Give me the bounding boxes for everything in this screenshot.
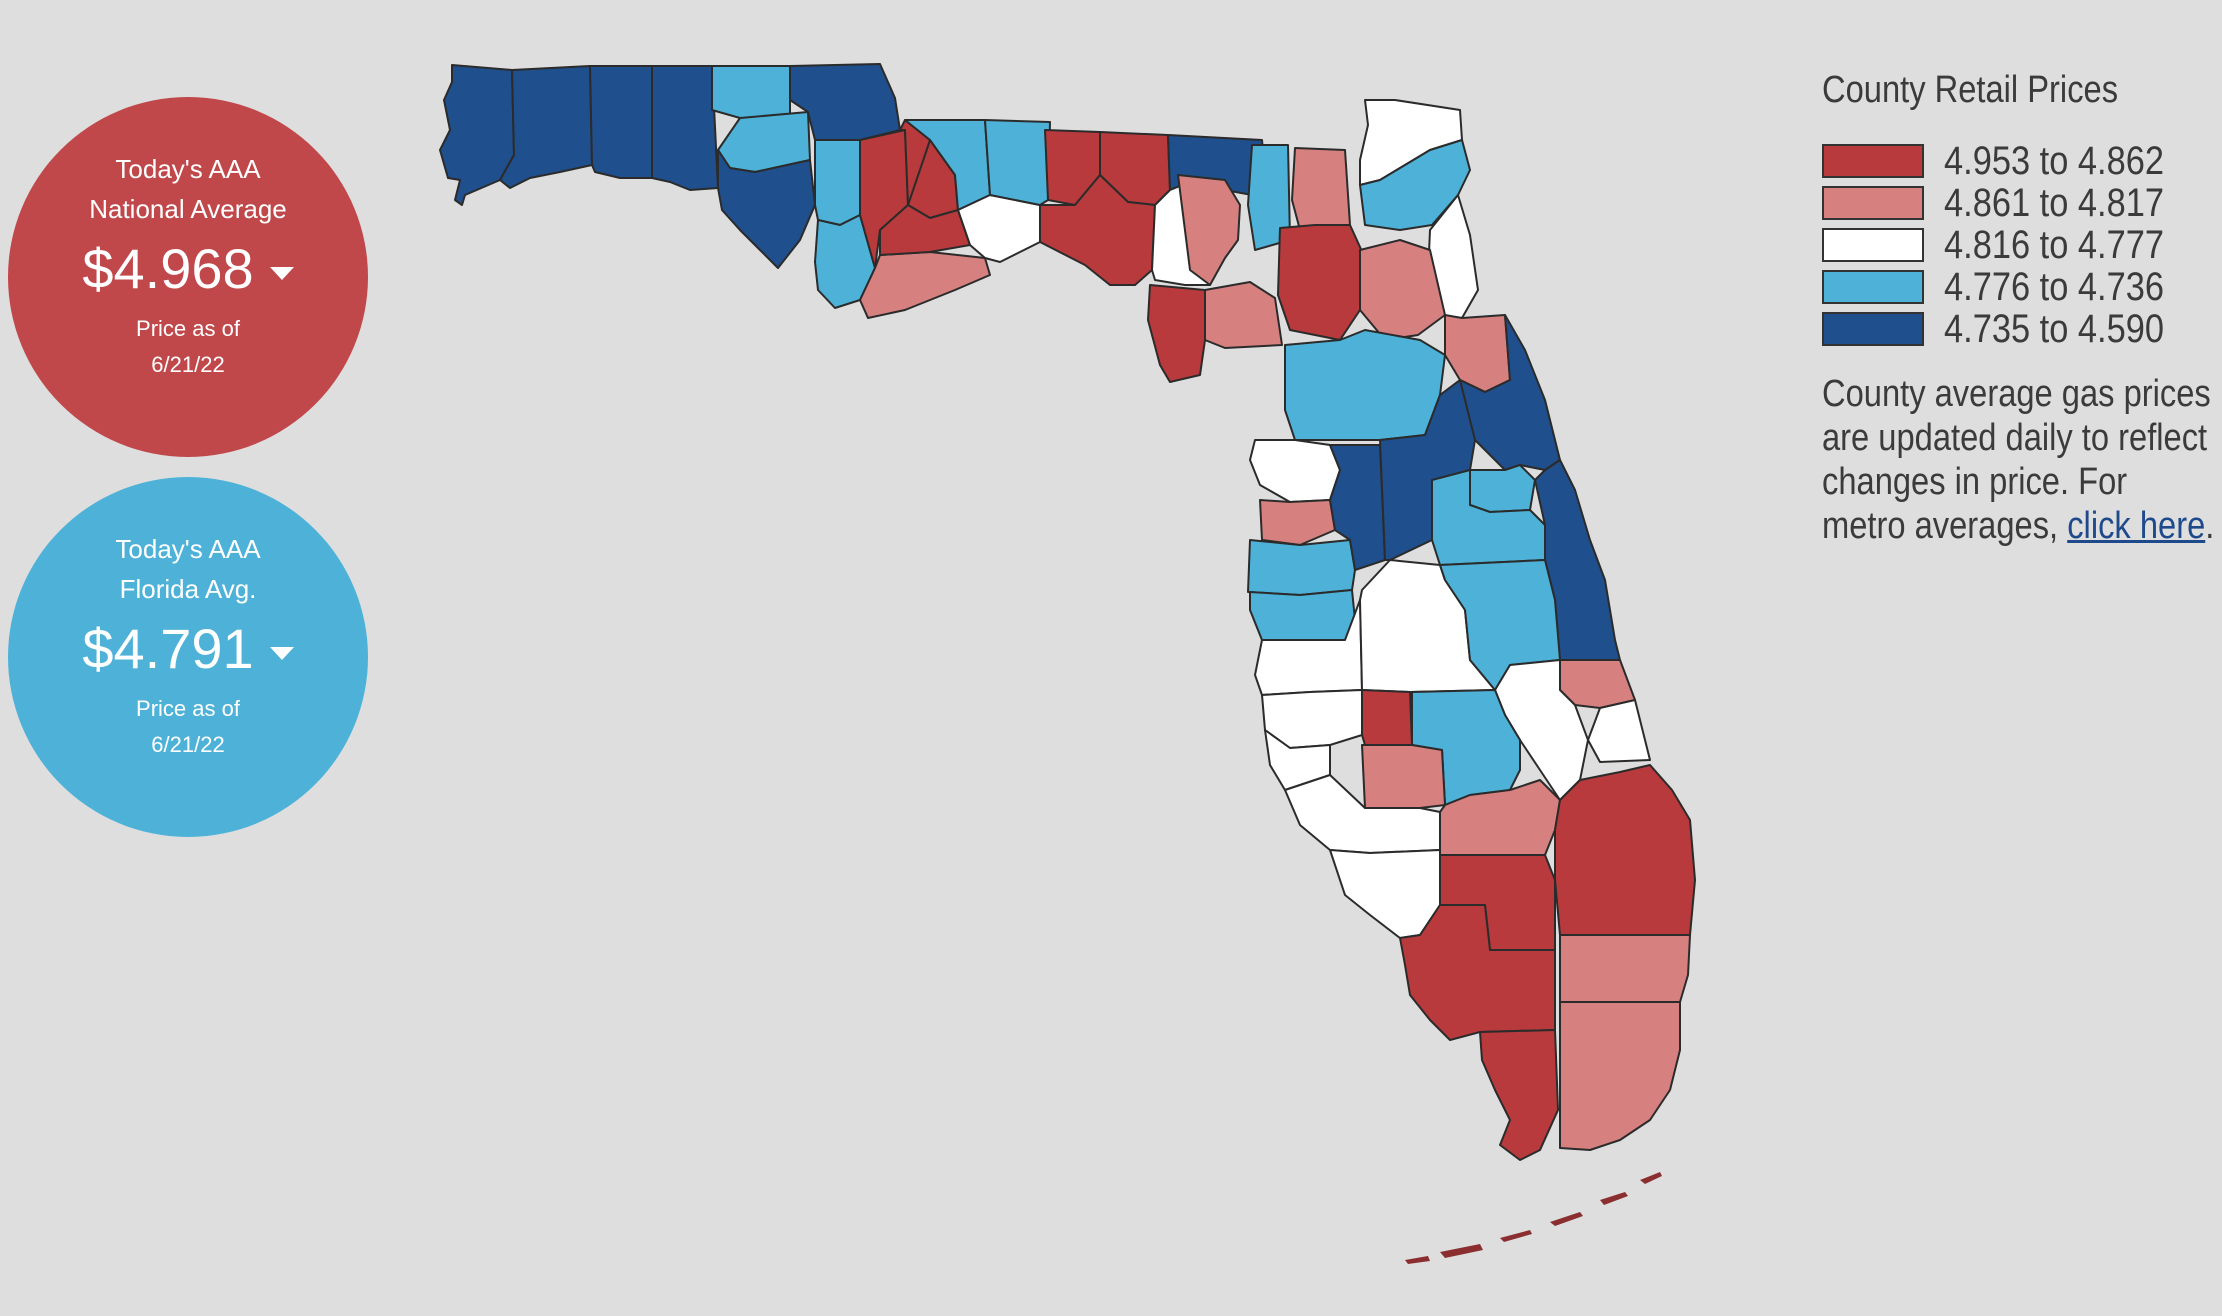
national-price[interactable]: $4.968: [8, 237, 368, 301]
legend-note: County average gas prices are updated da…: [1822, 372, 2218, 548]
county-bay[interactable]: [717, 149, 816, 269]
legend-note-text: County average gas prices are updated da…: [1822, 373, 2211, 547]
legend: County Retail Prices 4.953 to 4.862 4.86…: [1822, 68, 2214, 547]
county-seminole[interactable]: [1469, 464, 1536, 513]
county-volusia[interactable]: [1459, 314, 1561, 471]
county-walton[interactable]: [651, 65, 719, 191]
county-holmes[interactable]: [711, 65, 791, 119]
legend-range: 4.816 to 4.777: [1944, 223, 2164, 267]
county-flagler[interactable]: [1359, 239, 1446, 341]
county-bradford[interactable]: [1247, 144, 1291, 251]
legend-item: 4.735 to 4.590: [1822, 308, 2202, 350]
keys-5: [1440, 1244, 1483, 1258]
national-line1: Today's AAA: [115, 154, 261, 184]
legend-swatch: [1822, 312, 1924, 346]
legend-range: 4.953 to 4.862: [1944, 139, 2164, 183]
national-line2: National Average: [89, 194, 287, 224]
legend-title: County Retail Prices: [1822, 69, 2119, 111]
county-pasco[interactable]: [1247, 539, 1356, 596]
county-marion[interactable]: [1284, 329, 1446, 441]
national-asof-label: Price as of: [136, 316, 240, 341]
county-santa-rosa[interactable]: [499, 65, 593, 189]
legend-range: 4.735 to 4.590: [1944, 307, 2164, 351]
caret-down-icon[interactable]: [269, 646, 294, 660]
keys-4: [1500, 1230, 1532, 1242]
metro-averages-link[interactable]: click here: [2067, 505, 2206, 547]
legend-range: 4.776 to 4.736: [1944, 265, 2164, 309]
keys-3: [1550, 1212, 1583, 1226]
keys-2: [1600, 1192, 1628, 1205]
legend-note-end: .: [2205, 505, 2215, 547]
county-hernando[interactable]: [1259, 499, 1336, 546]
county-calhoun[interactable]: [814, 139, 861, 226]
county-taylor[interactable]: [957, 194, 1041, 263]
legend-swatch: [1822, 144, 1924, 178]
keys-6: [1405, 1256, 1430, 1264]
florida-price-value: $4.791: [82, 617, 254, 680]
county-lee[interactable]: [1329, 849, 1441, 939]
national-average-badge: Today's AAA National Average $4.968 Pric…: [8, 97, 368, 457]
county-okaloosa[interactable]: [589, 65, 653, 179]
legend-swatch: [1822, 228, 1924, 262]
legend-item: 4.816 to 4.777: [1822, 224, 2202, 266]
county-levy[interactable]: [1147, 284, 1211, 383]
florida-line1: Today's AAA: [115, 534, 261, 564]
county-desoto[interactable]: [1361, 744, 1446, 809]
florida-price[interactable]: $4.791: [8, 617, 368, 681]
florida-date: 6/21/22: [151, 732, 225, 757]
county-monroe-mainland[interactable]: [1479, 1029, 1559, 1161]
county-martin-palm-beach[interactable]: [1554, 764, 1696, 936]
florida-line2: Florida Avg.: [119, 574, 257, 604]
county-citrus[interactable]: [1249, 439, 1341, 503]
county-alachua[interactable]: [1177, 174, 1241, 286]
legend-item: 4.953 to 4.862: [1822, 140, 2202, 182]
county-marion-w[interactable]: [1204, 281, 1283, 349]
county-putnam[interactable]: [1277, 224, 1366, 341]
florida-asof-label: Price as of: [136, 696, 240, 721]
county-hardee[interactable]: [1361, 689, 1413, 746]
county-broward[interactable]: [1559, 934, 1691, 1003]
county-miami-dade[interactable]: [1559, 1001, 1681, 1151]
national-price-value: $4.968: [82, 237, 254, 300]
legend-swatch: [1822, 270, 1924, 304]
legend-item: 4.776 to 4.736: [1822, 266, 2202, 308]
county-pinellas[interactable]: [1249, 589, 1356, 641]
legend-swatch: [1822, 186, 1924, 220]
county-flagler-e[interactable]: [1444, 314, 1511, 393]
county-franklin[interactable]: [859, 251, 991, 319]
county-escambia[interactable]: [439, 64, 515, 206]
legend-range: 4.861 to 4.817: [1944, 181, 2164, 225]
county-orange[interactable]: [1431, 469, 1546, 566]
national-date: 6/21/22: [151, 352, 225, 377]
legend-item: 4.861 to 4.817: [1822, 182, 2202, 224]
caret-down-icon[interactable]: [269, 266, 294, 280]
county-st-lucie[interactable]: [1587, 699, 1651, 763]
county-madison[interactable]: [984, 119, 1051, 206]
county-duval[interactable]: [1359, 139, 1471, 231]
florida-average-badge: Today's AAA Florida Avg. $4.791 Price as…: [8, 477, 368, 837]
county-wakulla[interactable]: [879, 204, 971, 256]
keys-1: [1640, 1172, 1662, 1184]
county-clay[interactable]: [1291, 147, 1351, 231]
